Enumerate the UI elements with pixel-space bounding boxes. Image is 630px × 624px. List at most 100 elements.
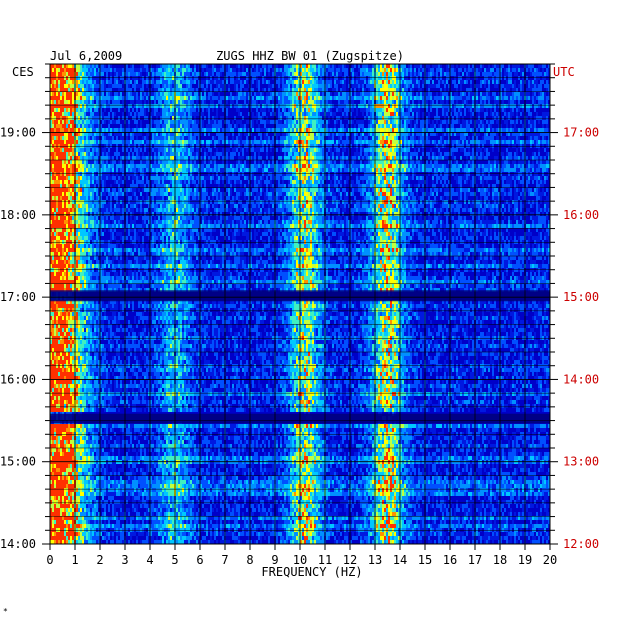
heatmap-cell [76,128,78,132]
heatmap-cell [316,128,318,132]
heatmap-cell [340,120,342,124]
heatmap-cell [464,96,466,100]
heatmap-cell [334,72,336,76]
heatmap-cell [518,92,520,96]
heatmap-cell [96,68,98,72]
heatmap-cell [396,116,398,120]
heatmap-cell [56,92,58,96]
heatmap-cell [534,132,536,136]
heatmap-cell [392,156,394,160]
heatmap-cell [462,104,464,108]
heatmap-cell [76,88,78,92]
heatmap-cell [54,152,56,156]
heatmap-cell [452,96,454,100]
heatmap-cell [386,100,388,104]
heatmap-cell [322,156,324,160]
heatmap-cell [388,104,390,108]
heatmap-cell [466,120,468,124]
heatmap-cell [240,124,242,128]
heatmap-cell [210,120,212,124]
heatmap-cell [326,84,328,88]
heatmap-cell [60,140,62,144]
heatmap-cell [298,156,300,160]
heatmap-cell [246,76,248,80]
heatmap-cell [476,144,478,148]
heatmap-cell [142,156,144,160]
heatmap-cell [380,124,382,128]
heatmap-cell [294,68,296,72]
heatmap-cell [418,88,420,92]
heatmap-cell [114,140,116,144]
heatmap-cell [370,100,372,104]
heatmap-cell [52,160,54,164]
heatmap-cell [540,92,542,96]
heatmap-cell [372,108,374,112]
heatmap-cell [114,96,116,100]
heatmap-cell [314,144,316,148]
heatmap-cell [176,64,178,68]
heatmap-cell [160,120,162,124]
heatmap-cell [200,84,202,88]
heatmap-cell [394,116,396,120]
heatmap-cell [126,144,128,148]
heatmap-cell [284,92,286,96]
heatmap-cell [344,100,346,104]
heatmap-cell [332,156,334,160]
heatmap-cell [242,92,244,96]
heatmap-cell [392,64,394,68]
heatmap-cell [432,156,434,160]
heatmap-cell [268,136,270,140]
heatmap-cell [168,120,170,124]
heatmap-cell [496,132,498,136]
heatmap-cell [178,152,180,156]
heatmap-cell [330,140,332,144]
heatmap-cell [314,64,316,68]
heatmap-cell [370,148,372,152]
heatmap-cell [328,84,330,88]
heatmap-cell [172,160,174,164]
heatmap-cell [530,116,532,120]
heatmap-cell [250,84,252,88]
heatmap-cell [132,132,134,136]
heatmap-cell [250,140,252,144]
heatmap-cell [254,116,256,120]
heatmap-cell [290,112,292,116]
heatmap-cell [332,132,334,136]
heatmap-cell [68,84,70,88]
heatmap-cell [494,112,496,116]
heatmap-cell [100,108,102,112]
heatmap-cell [340,136,342,140]
heatmap-cell [532,96,534,100]
heatmap-cell [266,152,268,156]
heatmap-cell [356,104,358,108]
heatmap-cell [288,96,290,100]
heatmap-cell [112,104,114,108]
heatmap-cell [478,72,480,76]
heatmap-cell [254,136,256,140]
heatmap-cell [534,128,536,132]
heatmap-cell [126,104,128,108]
heatmap-cell [464,140,466,144]
heatmap-cell [320,148,322,152]
heatmap-cell [90,104,92,108]
heatmap-cell [398,108,400,112]
heatmap-cell [262,100,264,104]
heatmap-cell [104,104,106,108]
heatmap-cell [506,80,508,84]
heatmap-cell [64,84,66,88]
heatmap-cell [534,92,536,96]
heatmap-cell [56,108,58,112]
heatmap-cell [218,92,220,96]
heatmap-cell [534,72,536,76]
heatmap-cell [348,108,350,112]
heatmap-cell [394,72,396,76]
heatmap-cell [516,120,518,124]
heatmap-cell [498,100,500,104]
heatmap-cell [544,84,546,88]
heatmap-cell [420,124,422,128]
heatmap-cell [92,100,94,104]
heatmap-cell [232,76,234,80]
heatmap-cell [522,80,524,84]
heatmap-cell [528,108,530,112]
heatmap-cell [530,84,532,88]
